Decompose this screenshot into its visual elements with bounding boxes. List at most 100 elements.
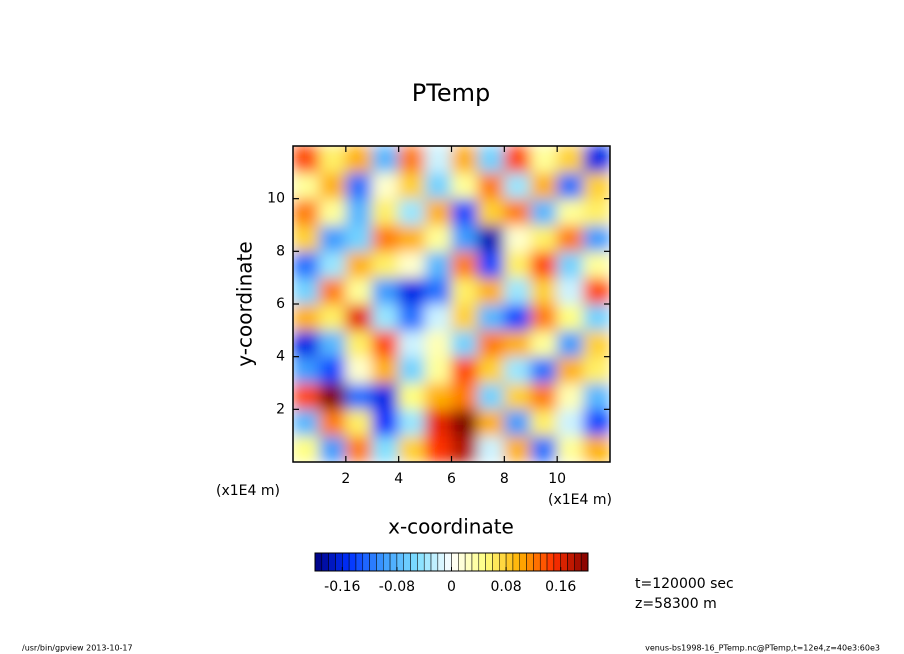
heatmap-cell — [345, 435, 373, 462]
heatmap-cell — [556, 408, 585, 437]
heatmap-cell — [293, 408, 320, 437]
heatmap-cell — [477, 356, 505, 384]
heatmap-cell — [293, 146, 320, 173]
heatmap-cell — [451, 171, 479, 200]
heatmap-cell — [451, 198, 479, 226]
y-tick-label: 2 — [276, 401, 285, 417]
heatmap-cell — [451, 224, 479, 252]
heatmap-cell — [477, 146, 505, 173]
heatmap-cell — [345, 224, 373, 252]
chart-title: PTemp — [412, 79, 490, 107]
heatmap-cell — [477, 329, 505, 358]
heatmap-cell — [293, 329, 320, 358]
y-tick-label: 6 — [276, 296, 285, 312]
colorbar-box — [526, 552, 534, 572]
heatmap-cell — [583, 435, 610, 462]
heatmap-cell — [583, 224, 610, 252]
colorbar-box — [355, 552, 364, 572]
colorbar-box — [389, 552, 398, 572]
heatmap-cell — [398, 146, 426, 173]
heatmap-cell — [318, 277, 347, 305]
heatmap-cell — [293, 224, 320, 252]
heatmap-cell — [371, 356, 400, 384]
heatmap-cell — [530, 303, 558, 331]
heatmap-cell — [583, 356, 610, 384]
heatmap-cell — [371, 329, 400, 358]
colorbar-box — [451, 552, 459, 572]
heatmap-cell — [398, 277, 426, 305]
heatmap-cell — [345, 146, 373, 173]
heatmap-cell — [398, 250, 426, 279]
heatmap-cell — [293, 171, 320, 200]
heatmap-cell — [318, 303, 347, 331]
heatmap-cell — [293, 382, 320, 410]
colorbar-box — [539, 552, 548, 572]
heatmap-cell — [345, 171, 373, 200]
heatmap-cell — [318, 408, 347, 437]
footer-left: /usr/bin/gpview 2013-10-17 — [22, 644, 133, 653]
heatmap-cell — [451, 303, 479, 331]
heatmap-cell — [345, 382, 373, 410]
heatmap-cell — [451, 382, 479, 410]
heatmap-cell — [530, 198, 558, 226]
y-tick-label: 8 — [276, 243, 285, 259]
heatmap-cell — [424, 435, 452, 462]
heatmap-cell — [293, 303, 320, 331]
heatmap-cell — [371, 408, 400, 437]
heatmap-cell — [398, 303, 426, 331]
heatmap-cell — [451, 435, 479, 462]
colorbar-box — [499, 552, 507, 572]
heatmap-cell — [530, 329, 558, 358]
heatmap-cell — [424, 224, 452, 252]
colorbar-box — [383, 552, 391, 572]
heatmap-cell — [503, 303, 532, 331]
heatmap-cell — [293, 435, 320, 462]
heatmap-cell — [583, 329, 610, 358]
heatmap-cell — [556, 382, 585, 410]
heatmap-cell — [424, 146, 452, 173]
colorbar-box — [417, 552, 425, 572]
annotation: z=58300 m — [635, 596, 717, 612]
heatmap-cell — [398, 171, 426, 200]
heatmap-cell — [424, 356, 452, 384]
colorbar-box — [444, 552, 452, 572]
y-tick-label: 4 — [276, 349, 285, 365]
colorbar-box — [567, 552, 575, 572]
footer-right: venus-bs1998-16_PTemp.nc@PTemp,t=12e4,z=… — [645, 644, 880, 653]
heatmap-cell — [503, 171, 532, 200]
heatmap-cell — [398, 224, 426, 252]
y-tick-label: 10 — [267, 191, 285, 207]
colorbar-box — [580, 552, 589, 572]
heatmap-cell — [293, 356, 320, 384]
heatmap-cell — [451, 329, 479, 358]
x-unit: (x1E4 m) — [548, 492, 612, 508]
heatmap-cell — [318, 250, 347, 279]
heatmap-cell — [345, 198, 373, 226]
colorbar: -0.16 -0.08 0 0.08 0.16 — [314, 552, 589, 595]
heatmap-cell — [424, 408, 452, 437]
heatmap-cell — [556, 329, 585, 358]
heatmap-cell — [398, 382, 426, 410]
heatmap-cell — [398, 329, 426, 358]
heatmap-cell — [424, 171, 452, 200]
x-tick-label: 2 — [341, 471, 350, 487]
colorbar-box — [437, 552, 445, 572]
x-tick-label: 10 — [548, 471, 566, 487]
heatmap-cell — [318, 329, 347, 358]
heatmap-cell — [583, 277, 610, 305]
colorbar-box — [546, 552, 555, 572]
heatmap-cell — [477, 198, 505, 226]
heatmap-cell — [503, 146, 532, 173]
heatmap-cell — [371, 303, 400, 331]
colorbar-box — [464, 552, 473, 572]
heatmap-cell — [583, 408, 610, 437]
y-unit: (x1E4 m) — [216, 483, 280, 499]
heatmap — [293, 146, 610, 462]
heatmap-cell — [451, 277, 479, 305]
heatmap-cell — [398, 408, 426, 437]
heatmap-cell — [451, 408, 479, 437]
colorbar-box — [403, 552, 411, 572]
heatmap-cell — [556, 356, 585, 384]
heatmap-cell — [503, 435, 532, 462]
heatmap-cell — [371, 198, 400, 226]
